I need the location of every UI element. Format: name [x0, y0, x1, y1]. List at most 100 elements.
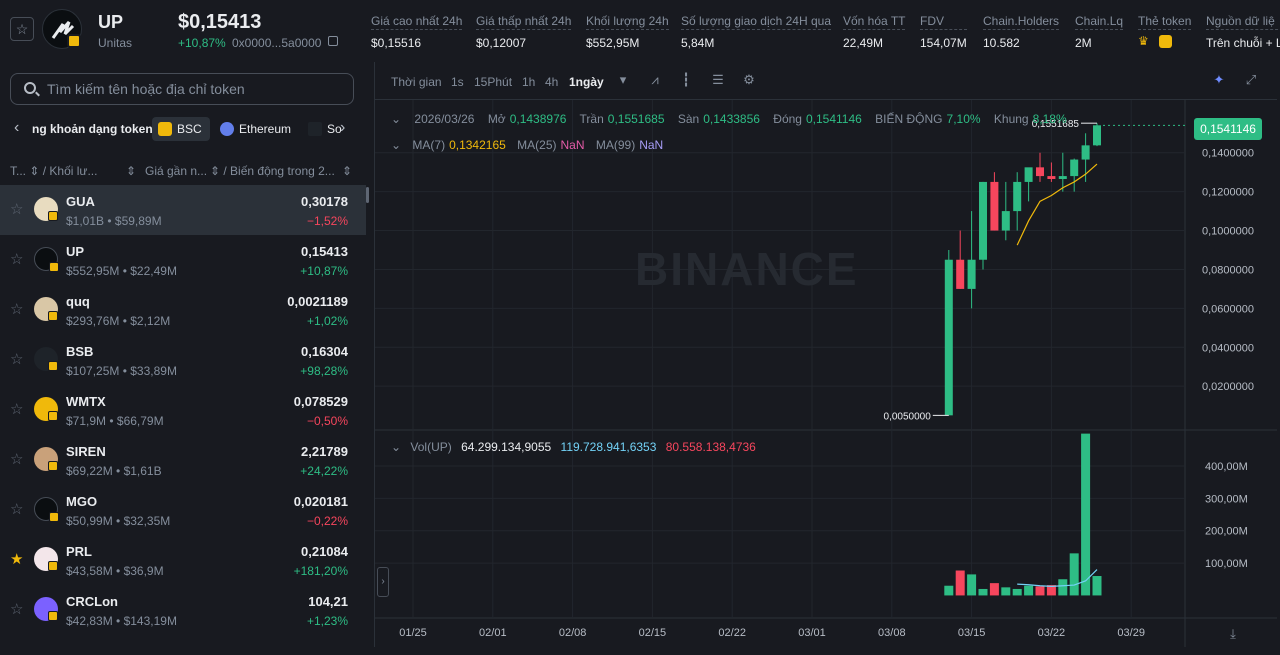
stat-label: Giá cao nhất 24h	[371, 14, 463, 30]
col-sort-icon[interactable]: ⇕	[126, 164, 137, 178]
expand-panel-icon[interactable]: ›	[377, 567, 389, 597]
stat-tx-count: Số lượng giao dịch 24H qua 5,84M	[681, 14, 831, 50]
interval-1h[interactable]: 1h	[522, 75, 536, 89]
chip-solana[interactable]: So	[302, 117, 350, 141]
vol-ma-value-2: 80.558.138,4736	[665, 440, 756, 454]
candlestick-icon[interactable]: ┇	[682, 72, 690, 87]
token-row-crclon[interactable]: ☆ CRCLon $42,83M • $143,19M 104,21 +1,23…	[0, 585, 366, 635]
token-row-siren[interactable]: ☆ SIREN $69,22M • $1,61B 2,21789 +24,22%	[0, 435, 366, 485]
chart-settings-icon[interactable]: ⚙	[743, 72, 755, 87]
chip-bsc[interactable]: BSC	[152, 117, 210, 141]
search-box[interactable]	[10, 73, 354, 105]
star-icon[interactable]: ☆	[10, 601, 24, 618]
col-head-volume[interactable]: T... ⇕ / Khối lư...	[10, 164, 98, 178]
stat-label: Chain.Lq	[1075, 14, 1124, 30]
vol-value: 64.299.134,9055	[461, 440, 552, 454]
stat-data-source: Nguồn dữ liệ Trên chuỗi + L	[1206, 14, 1280, 50]
star-icon[interactable]: ☆	[10, 401, 24, 418]
col-head-change[interactable]: ⇕ / Biến động trong 2...	[210, 164, 335, 178]
token-change: +10,87%	[178, 36, 226, 50]
star-icon[interactable]: ☆	[10, 451, 24, 468]
token-row-wmtx[interactable]: ☆ WMTX $71,9M • $66,79M 0,078529 −0,50%	[0, 385, 366, 435]
change-value: 7,10%	[946, 112, 981, 126]
price-tick-label: 0,0400000	[1202, 342, 1254, 354]
ohlc-date: 2026/03/26	[414, 112, 475, 126]
interval-4h[interactable]: 4h	[545, 75, 559, 89]
contract-address[interactable]: 0x0000...5a0000	[232, 36, 322, 50]
star-icon[interactable]: ☆	[10, 251, 24, 268]
tag-icon-group: ♛	[1138, 35, 1191, 48]
chevron-left-icon[interactable]: ‹	[14, 119, 20, 136]
star-icon[interactable]: ☆	[10, 301, 24, 318]
token-name: quq	[66, 294, 90, 309]
high-low-markers: 0,1551685 0,0050000	[884, 119, 1185, 422]
candle-body	[1024, 167, 1033, 182]
star-icon[interactable]: ☆	[10, 501, 24, 518]
high-marker-label: 0,1551685	[1032, 119, 1080, 130]
bsc-badge-icon	[48, 561, 58, 571]
token-price: $0,15413	[178, 11, 262, 33]
indicator-settings-icon[interactable]: ☰	[712, 72, 724, 87]
close-label: Đóng	[773, 112, 802, 126]
star-icon[interactable]: ☆	[10, 351, 24, 368]
chip-tokenized-stocks[interactable]: ng khoản dạng token	[32, 122, 153, 136]
interval-1d[interactable]: 1ngày	[569, 75, 604, 89]
stat-high-24h: Giá cao nhất 24h $0,15516	[371, 14, 463, 50]
chip-ethereum[interactable]: Ethereum	[214, 117, 299, 141]
collapse-icon[interactable]: ⌄	[391, 138, 402, 152]
stat-label: Nguồn dữ liệ	[1206, 14, 1280, 30]
volume-bar	[1069, 553, 1079, 596]
time-tick-label: 02/08	[559, 627, 587, 639]
fullscreen-icon[interactable]: ⤢	[1245, 72, 1257, 87]
token-row-mgo[interactable]: ☆ MGO $50,99M • $32,35M 0,020181 −0,22%	[0, 485, 366, 535]
col-sort-icon[interactable]: ⇕	[342, 164, 353, 178]
price-volume-chart[interactable]: 0,1400000 0,1200000 0,1000000 0,0800000 0,06…	[375, 100, 1277, 647]
line-chart-icon[interactable]: ⩘	[651, 72, 659, 87]
list-scrollbar[interactable]	[366, 187, 369, 203]
interval-1s[interactable]: 1s	[451, 75, 464, 89]
copy-icon[interactable]	[328, 36, 338, 46]
token-volume-mcap: $293,76M • $2,12M	[66, 314, 171, 328]
ma7-polyline	[1016, 163, 1098, 246]
star-icon[interactable]: ☆	[10, 201, 24, 218]
favorite-star-icon[interactable]: ☆	[10, 17, 34, 41]
stat-market-cap: Vốn hóa TT 22,49M	[843, 14, 906, 50]
token-price: 0,020181	[293, 494, 348, 509]
bsc-badge-icon	[48, 461, 58, 471]
collapse-icon[interactable]: ⌄	[391, 440, 402, 454]
ma25-value: NaN	[560, 138, 585, 152]
range-value: 8,18%	[1032, 112, 1067, 126]
time-tick-label: 03/29	[1117, 627, 1145, 639]
col-head-price[interactable]: Giá gần n...	[145, 164, 208, 178]
crown-icon: ♛	[1138, 34, 1149, 48]
volume-tick-label: 200,00M	[1205, 526, 1248, 538]
ai-sparkle-icon[interactable]: ✦	[1213, 72, 1225, 87]
token-name: SIREN	[66, 444, 106, 459]
chevron-right-icon[interactable]: ›	[340, 119, 346, 136]
ma7-label: MA(7)	[412, 138, 446, 152]
star-filled-icon[interactable]: ★	[10, 551, 24, 568]
search-input[interactable]	[47, 74, 347, 104]
token-row-up[interactable]: ☆ UP $552,95M • $22,49M 0,15413 +10,87%	[0, 235, 366, 285]
token-volume-mcap: $69,22M • $1,61B	[66, 464, 162, 478]
candle-body	[1013, 181, 1022, 212]
stat-label: Thẻ token	[1138, 14, 1192, 30]
collapse-icon[interactable]: ⌄	[391, 112, 402, 126]
high-value: 0,1551685	[607, 112, 665, 126]
token-price: 0,0021189	[287, 294, 348, 309]
candle-body	[979, 181, 987, 260]
token-row-bsb[interactable]: ☆ BSB $107,25M • $33,89M 0,16304 +98,28%	[0, 335, 366, 385]
token-name: Unitas	[98, 36, 133, 50]
ma99-value: NaN	[639, 138, 664, 152]
interval-15m[interactable]: 15Phút	[474, 75, 513, 89]
dropdown-arrow-icon[interactable]: ▾	[619, 72, 627, 87]
stat-value: $0,12007	[476, 36, 527, 50]
token-avatar	[34, 297, 58, 321]
token-row-quq[interactable]: ☆ quq $293,76M • $2,12M 0,0021189 +1,02%	[0, 285, 366, 335]
volume-ma-line	[1017, 569, 1098, 587]
stat-value: $0,15516	[371, 36, 422, 50]
token-row-prl[interactable]: ★ PRL $43,58M • $36,9M 0,21084 +181,20%	[0, 535, 366, 585]
up-logo-icon	[51, 20, 75, 39]
token-row-gua[interactable]: ☆ GUA $1,01B • $59,89M 0,30178 −1,52%	[0, 185, 366, 235]
chip-label: BSC	[177, 122, 202, 136]
